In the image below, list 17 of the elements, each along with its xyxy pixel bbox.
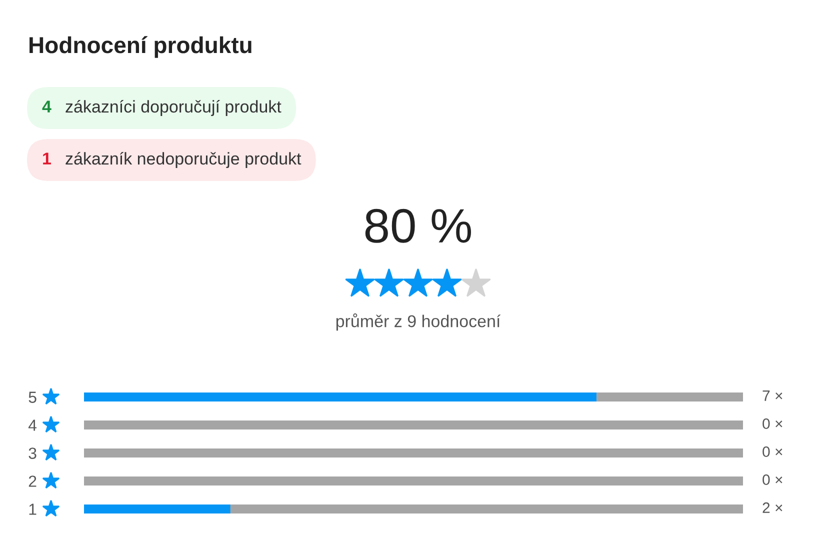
data-label: 0 × bbox=[762, 474, 782, 486]
y-tick-label: 3 bbox=[28, 448, 36, 459]
text: 1 bbox=[43, 152, 51, 164]
y-tick-label: 1 bbox=[29, 504, 36, 515]
text: zákazník nedoporučuje produkt bbox=[66, 152, 302, 168]
text: 80 % bbox=[365, 208, 471, 243]
text: průměr z 9 hodnocení bbox=[336, 313, 501, 331]
data-label: 0 × bbox=[762, 446, 782, 458]
text: zákazníci doporučují produkt bbox=[66, 100, 282, 116]
chart-title: Hodnocení produktu bbox=[30, 36, 252, 58]
text: 4 bbox=[42, 100, 52, 112]
data-label: 0 × bbox=[762, 418, 782, 430]
y-tick-label: 2 bbox=[28, 476, 36, 487]
y-tick-label: 4 bbox=[28, 420, 37, 431]
y-tick-label: 5 bbox=[28, 392, 36, 403]
data-label: 2 × bbox=[762, 502, 782, 513]
data-label: 7 × bbox=[762, 390, 782, 401]
